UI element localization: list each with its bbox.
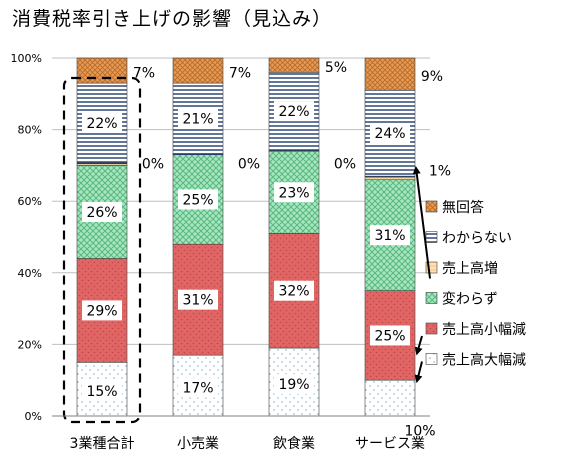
data-label: 15% bbox=[86, 384, 117, 400]
y-tick-label: 20% bbox=[18, 338, 42, 351]
data-label-bg bbox=[274, 182, 314, 203]
data-label: 23% bbox=[278, 185, 309, 201]
legend-label: 売上高増 bbox=[442, 260, 498, 277]
legend-label: 変わらず bbox=[442, 291, 498, 308]
x-tick-label: 3業種合計 bbox=[70, 436, 135, 452]
legend-swatch bbox=[425, 292, 438, 304]
data-label: 25% bbox=[182, 192, 213, 208]
data-label-bg bbox=[274, 373, 314, 394]
y-tick-label: 80% bbox=[18, 124, 42, 137]
chart-title: 消費税率引き上げの影響（見込み） bbox=[12, 8, 333, 30]
data-label-bg bbox=[82, 381, 122, 402]
bar-segment bbox=[76, 57, 128, 84]
data-label: 17% bbox=[182, 381, 213, 397]
legend-swatch bbox=[425, 261, 438, 274]
data-label: 19% bbox=[278, 377, 309, 393]
data-label-bg bbox=[370, 123, 410, 144]
legend-label: 売上高大幅減 bbox=[442, 352, 526, 369]
data-label: 0% bbox=[334, 157, 356, 173]
bar-segment bbox=[172, 57, 224, 84]
data-label: 5% bbox=[325, 60, 347, 76]
y-tick-label: 0% bbox=[25, 410, 42, 423]
data-label-bg bbox=[370, 225, 410, 246]
legend-arrow bbox=[414, 361, 423, 384]
y-tick-label: 60% bbox=[18, 195, 42, 208]
highlight-box bbox=[62, 76, 142, 424]
data-label: 25% bbox=[374, 328, 405, 344]
data-label: 0% bbox=[142, 157, 164, 173]
data-label-bg bbox=[274, 280, 314, 301]
y-tick-label: 40% bbox=[18, 267, 42, 280]
data-label-bg bbox=[178, 189, 218, 210]
data-label-bg bbox=[178, 108, 218, 129]
y-tick-label: 100% bbox=[11, 52, 42, 65]
data-label: 31% bbox=[182, 293, 213, 309]
data-label-bg bbox=[178, 377, 218, 398]
data-label: 22% bbox=[86, 116, 117, 132]
data-label: 7% bbox=[133, 66, 155, 82]
legend-swatch bbox=[425, 353, 438, 365]
data-label: 21% bbox=[182, 111, 213, 127]
x-tick-label: 飲食業 bbox=[273, 435, 315, 452]
data-label-bg bbox=[274, 101, 314, 122]
x-tick-label: 小売業 bbox=[177, 436, 219, 452]
legend-label: 売上高小幅減 bbox=[442, 321, 526, 338]
legend-swatch bbox=[425, 322, 438, 335]
legend-swatch bbox=[425, 200, 438, 213]
legend-label: 無回答 bbox=[442, 199, 484, 216]
data-label-bg bbox=[178, 289, 218, 310]
data-label: 32% bbox=[278, 284, 309, 300]
data-label: 7% bbox=[229, 66, 251, 82]
legend-label: わからない bbox=[442, 231, 512, 247]
data-label: 22% bbox=[278, 104, 309, 120]
data-label: 29% bbox=[86, 303, 117, 319]
x-tick-label: サービス業 bbox=[355, 436, 425, 452]
data-label: 10% bbox=[404, 423, 435, 439]
data-label-bg bbox=[400, 420, 440, 441]
legend-arrow bbox=[414, 335, 423, 356]
bar-segment bbox=[364, 379, 416, 417]
data-label: 26% bbox=[86, 205, 117, 221]
data-label: 1% bbox=[429, 164, 451, 180]
data-label-bg bbox=[82, 201, 122, 222]
data-label: 24% bbox=[374, 126, 405, 142]
legend-arrow bbox=[412, 165, 431, 279]
data-label-bg bbox=[82, 300, 122, 321]
data-label: 0% bbox=[238, 157, 260, 173]
bar-segment bbox=[268, 57, 320, 73]
data-label-bg bbox=[82, 112, 122, 133]
data-label: 9% bbox=[421, 69, 443, 85]
data-label: 31% bbox=[374, 228, 405, 244]
legend-swatch bbox=[425, 231, 438, 243]
bar-segment bbox=[364, 57, 416, 91]
data-label-bg bbox=[370, 325, 410, 346]
